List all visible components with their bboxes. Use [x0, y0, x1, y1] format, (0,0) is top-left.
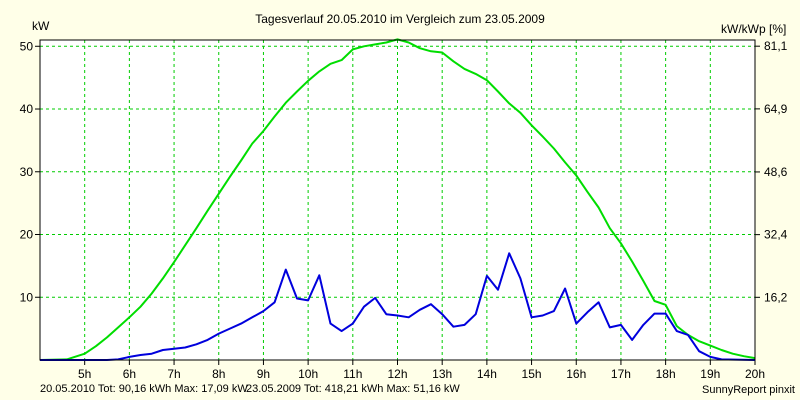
- left-tick-label: 50: [20, 39, 34, 53]
- chart-title: Tagesverlauf 20.05.2010 im Vergleich zum…: [255, 12, 545, 26]
- right-tick-label: 16,2: [764, 290, 788, 304]
- x-tick-label: 15h: [522, 367, 542, 381]
- left-axis-label: kW: [32, 19, 50, 33]
- x-tick-label: 14h: [477, 367, 497, 381]
- legend-series-1: 20.05.2010 Tot: 90,16 kWh Max: 17,09 kW: [40, 383, 248, 395]
- right-tick-label: 64,9: [764, 102, 788, 116]
- x-tick-label: 16h: [566, 367, 586, 381]
- x-tick-label: 13h: [432, 367, 452, 381]
- right-axis-label: kW/kWp [%]: [721, 22, 786, 36]
- left-axis-ticks: 10 20 30 40 50: [20, 39, 40, 304]
- x-tick-label: 18h: [656, 367, 676, 381]
- legend-series-2: 23.05.2009 Tot: 418,21 kWh Max: 51,16 kW: [246, 383, 460, 395]
- right-tick-label: 81,1: [764, 39, 788, 53]
- x-tick-label: 17h: [611, 367, 631, 381]
- left-tick-label: 30: [20, 165, 34, 179]
- left-tick-label: 40: [20, 102, 34, 116]
- right-tick-label: 32,4: [764, 228, 788, 242]
- x-tick-label: 10h: [298, 367, 318, 381]
- x-tick-label: 7h: [167, 367, 180, 381]
- x-tick-label: 8h: [212, 367, 225, 381]
- x-tick-label: 12h: [387, 367, 407, 381]
- x-tick-label: 6h: [123, 367, 136, 381]
- right-tick-label: 48,6: [764, 165, 788, 179]
- left-tick-label: 20: [20, 228, 34, 242]
- footer-credit: SunnyReport pinxit: [702, 384, 795, 396]
- plot-frame: [39, 39, 756, 361]
- x-axis-ticks: 5h 6h 7h 8h 9h 10h 11h 12h 13h 14h 15h 16h 17h 18h 19h…: [78, 360, 765, 381]
- x-tick-label: 20h: [745, 367, 765, 381]
- x-tick-label: 11h: [343, 367, 362, 381]
- x-tick-label: 19h: [700, 367, 720, 381]
- x-tick-label: 5h: [78, 367, 91, 381]
- series-line-23.05.2009: [39, 38, 756, 361]
- right-axis-ticks: 16,2 32,4 48,6 64,9 81,1: [755, 39, 788, 304]
- x-tick-label: 9h: [257, 367, 270, 381]
- series-line-20.05.2010: [40, 252, 756, 361]
- series-layer: [39, 38, 756, 361]
- left-tick-label: 10: [20, 290, 34, 304]
